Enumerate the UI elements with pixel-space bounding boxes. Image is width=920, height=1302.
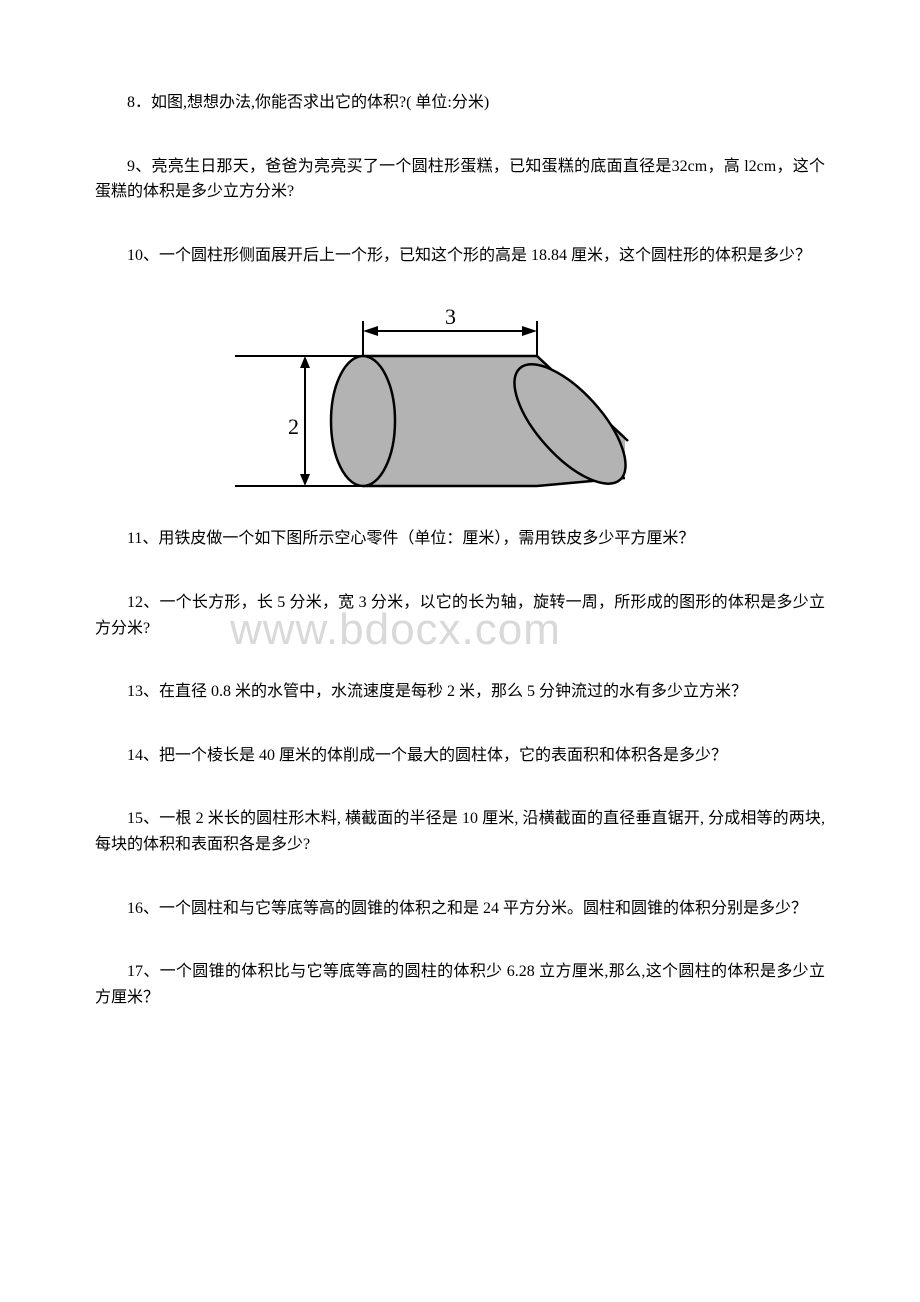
dim-height-arrow-bottom bbox=[300, 474, 310, 486]
cylinder-svg: 2 3 bbox=[230, 306, 640, 506]
problem-17: 17、一个圆锥的体积比与它等底等高的圆柱的体积少 6.28 立方厘米,那么,这个… bbox=[95, 959, 825, 1010]
problem-13: 13、在直径 0.8 米的水管中，水流速度是每秒 2 米，那么 5 分钟流过的水… bbox=[95, 679, 825, 705]
problem-9: 9、亮亮生日那天，爸爸为亮亮买了一个圆柱形蛋糕，已知蛋糕的底面直径是32cm，高… bbox=[95, 154, 825, 205]
problem-8: 8．如图,想想办法,你能否求出它的体积?( 单位:分米) bbox=[95, 90, 825, 116]
problem-10: 10、一个圆柱形侧面展开后上一个形，已知这个形的高是 18.84 厘米，这个圆柱… bbox=[95, 243, 825, 269]
cylinder-left-ellipse bbox=[331, 356, 395, 486]
problem-14: 14、把一个棱长是 40 厘米的体削成一个最大的圆柱体，它的表面积和体积各是多少… bbox=[95, 743, 825, 769]
problem-12: 12、一个长方形，长 5 分米，宽 3 分米，以它的长为轴，旋转一周，所形成的图… bbox=[95, 590, 825, 641]
dim-width-arrow-right bbox=[522, 326, 537, 336]
problem-16: 16、一个圆柱和与它等底等高的圆锥的体积之和是 24 平方分米。圆柱和圆锥的体积… bbox=[95, 896, 825, 922]
dim-width-arrow-left bbox=[363, 326, 378, 336]
document-content: 8．如图,想想办法,你能否求出它的体积?( 单位:分米) 9、亮亮生日那天，爸爸… bbox=[95, 90, 825, 1010]
cylinder-diagram: 2 3 bbox=[230, 306, 640, 506]
problem-11: 11、用铁皮做一个如下图所示空心零件（单位：厘米），需用铁皮多少平方厘米？ bbox=[95, 526, 825, 552]
problem-15: 15、一根 2 米长的圆柱形木料, 横截面的半径是 10 厘米, 沿横截面的直径… bbox=[95, 806, 825, 857]
dim-height-label: 2 bbox=[288, 414, 299, 439]
dim-width-label: 3 bbox=[445, 306, 456, 329]
dim-height-arrow-top bbox=[300, 356, 310, 368]
